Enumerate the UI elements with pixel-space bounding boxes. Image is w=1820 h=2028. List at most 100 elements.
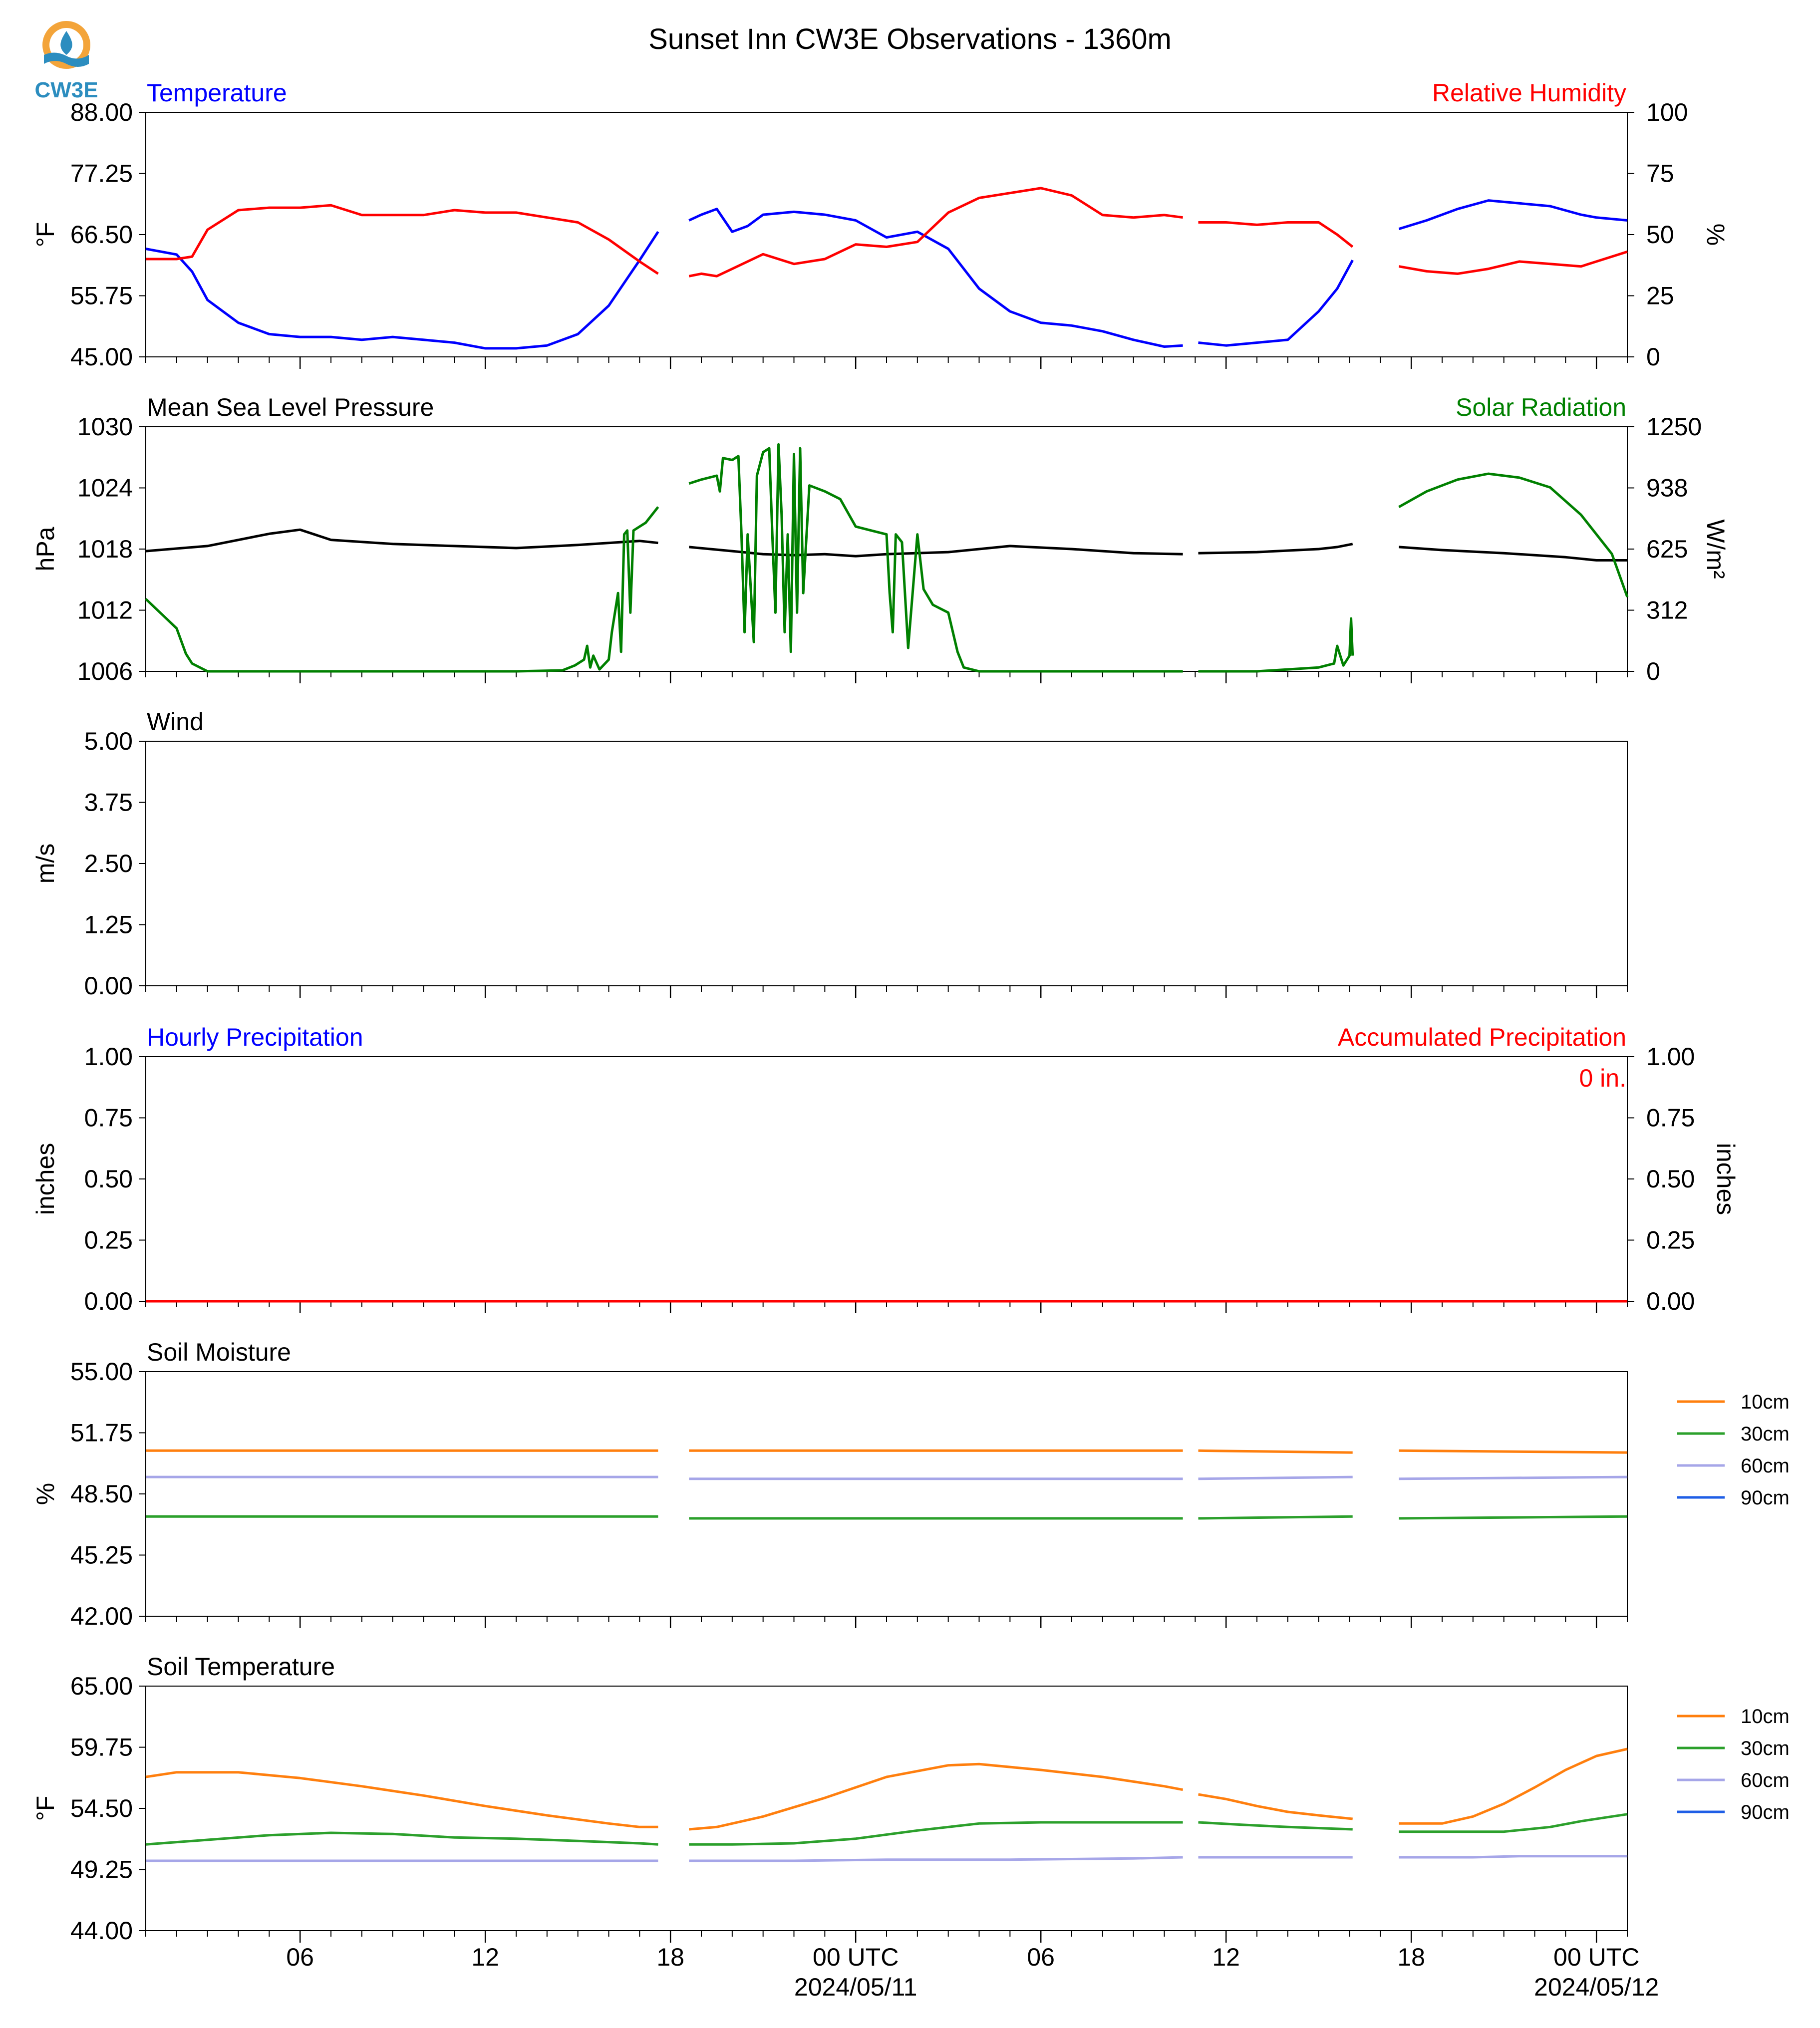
legend-label: 90cm bbox=[1741, 1801, 1790, 1823]
y-tick-label: 0.00 bbox=[84, 972, 133, 1000]
legend-label: 10cm bbox=[1741, 1706, 1790, 1728]
series-line-mean-sea-level-pressure bbox=[1198, 543, 1353, 555]
y-tick-label: 1024 bbox=[77, 474, 133, 502]
x-tick-label: 06 bbox=[1027, 1943, 1055, 1971]
y2-tick-label: 25 bbox=[1646, 282, 1674, 310]
y2-tick-label: 312 bbox=[1646, 596, 1688, 624]
series-line-mean-sea-level-pressure bbox=[1399, 546, 1627, 562]
series-line-mean-sea-level-pressure bbox=[145, 528, 658, 553]
y-tick-label: 59.75 bbox=[70, 1734, 133, 1761]
panel-right-label: Accumulated Precipitation bbox=[1338, 1023, 1626, 1051]
series-line-relative-humidity bbox=[1198, 221, 1354, 248]
y-tick-label: 1.00 bbox=[84, 1043, 133, 1071]
panels: Temperature Relative Humidity 45.00 55.75 66… bbox=[31, 79, 1790, 2001]
y-tick-label: 55.00 bbox=[70, 1358, 133, 1386]
panel-pressure-solar: Mean Sea Level Pressure Solar Radiation 10… bbox=[31, 393, 1730, 685]
y2-axis-label: % bbox=[1702, 224, 1730, 246]
y-tick-label: 55.75 bbox=[70, 282, 133, 310]
series-line-solar-radiation bbox=[1398, 472, 1629, 597]
y-axis-label: inches bbox=[31, 1143, 59, 1215]
series-line-30cm bbox=[1198, 1821, 1353, 1831]
logo-text: CW3E bbox=[34, 78, 98, 102]
series-line-60cm bbox=[1399, 1855, 1627, 1859]
y2-tick-label: 0 bbox=[1646, 343, 1660, 371]
series-line-solar-radiation bbox=[688, 443, 1183, 673]
legend-label: 30cm bbox=[1741, 1423, 1790, 1445]
series-line-30cm bbox=[1399, 1515, 1628, 1520]
y2-tick-label: 1.00 bbox=[1646, 1043, 1695, 1071]
y2-tick-label: 1250 bbox=[1646, 413, 1702, 441]
y-tick-label: 54.50 bbox=[70, 1794, 133, 1822]
chart-title: Sunset Inn CW3E Observations - 1360m bbox=[648, 23, 1172, 55]
panel-right-label: Solar Radiation bbox=[1456, 393, 1626, 421]
legend: 10cm 30cm 60cm 90cm bbox=[1677, 1706, 1790, 1823]
panel-left-label: Soil Moisture bbox=[147, 1338, 291, 1366]
y-tick-label: 2.50 bbox=[84, 850, 133, 877]
y-tick-label: 0.50 bbox=[84, 1165, 133, 1193]
y-tick-label: 65.00 bbox=[70, 1672, 133, 1700]
logo-wave-icon bbox=[44, 52, 89, 67]
y-tick-label: 0.00 bbox=[84, 1287, 133, 1315]
y2-tick-label: 100 bbox=[1646, 98, 1688, 126]
y2-tick-label: 0.25 bbox=[1646, 1226, 1695, 1254]
panel-right-label: Relative Humidity bbox=[1432, 79, 1626, 107]
series-line-60cm bbox=[689, 1856, 1183, 1862]
y-tick-label: 1.25 bbox=[84, 911, 133, 939]
series-line-mean-sea-level-pressure bbox=[689, 545, 1183, 558]
series-line-30cm bbox=[1198, 1515, 1353, 1520]
x-tick-sublabel: 2024/05/11 bbox=[794, 1973, 917, 2001]
series-line-60cm bbox=[1399, 1475, 1628, 1480]
series-line-temperature bbox=[145, 231, 659, 350]
x-tick-sublabel: 2024/05/12 bbox=[1534, 1973, 1659, 2001]
y-axis-label: °F bbox=[31, 222, 59, 248]
y2-tick-label: 0.75 bbox=[1646, 1104, 1695, 1132]
legend: 10cm 30cm 60cm 90cm bbox=[1677, 1391, 1790, 1509]
y2-tick-label: 0.50 bbox=[1646, 1165, 1695, 1193]
y2-tick-label: 0 bbox=[1646, 657, 1660, 685]
y-tick-label: 44.00 bbox=[70, 1917, 133, 1945]
cw3e-logo: CW3E bbox=[34, 21, 98, 102]
y-tick-label: 48.50 bbox=[70, 1480, 133, 1508]
y2-axis-label: W/m² bbox=[1702, 519, 1730, 579]
panel-left-label: Hourly Precipitation bbox=[147, 1023, 363, 1051]
series-line-10cm bbox=[1198, 1449, 1353, 1454]
series-line-temperature bbox=[688, 208, 1183, 348]
accumulated-total-label: 0 in. bbox=[1579, 1064, 1626, 1092]
y-tick-label: 0.25 bbox=[84, 1226, 133, 1254]
panel-left-label: Mean Sea Level Pressure bbox=[147, 393, 434, 421]
panel-wind: Wind 0.00 1.25 2.50 3.75 5.00 m/s bbox=[31, 708, 1628, 1000]
x-tick-label: 18 bbox=[1397, 1943, 1425, 1971]
y-tick-label: 49.25 bbox=[70, 1856, 133, 1884]
panel-left-label: Soil Temperature bbox=[147, 1653, 335, 1681]
y2-tick-label: 75 bbox=[1646, 160, 1674, 188]
y-axis-label: °F bbox=[31, 1796, 59, 1821]
panel-precipitation: Hourly Precipitation Accumulated Precipit… bbox=[31, 1023, 1740, 1315]
x-tick-label: 06 bbox=[286, 1943, 314, 1971]
y-tick-label: 3.75 bbox=[84, 789, 133, 817]
y-axis-label: m/s bbox=[31, 844, 59, 884]
logo-drop-icon bbox=[60, 31, 72, 55]
y-axis-label: hPa bbox=[31, 527, 59, 571]
series-line-solar-radiation bbox=[1198, 617, 1354, 673]
series-line-relative-humidity bbox=[146, 204, 659, 275]
y-tick-label: 1030 bbox=[77, 413, 133, 441]
series-line-temperature bbox=[1198, 260, 1354, 347]
panel-soil-temperature: Soil Temperature 44.00 49.25 54.50 59.75 65.0… bbox=[31, 1653, 1790, 2001]
legend-label: 60cm bbox=[1741, 1769, 1790, 1791]
y-tick-label: 1018 bbox=[77, 535, 133, 563]
legend-label: 90cm bbox=[1741, 1487, 1790, 1509]
y-tick-label: 77.25 bbox=[70, 160, 133, 188]
x-tick-label: 18 bbox=[656, 1943, 684, 1971]
series-line-solar-radiation bbox=[145, 506, 659, 673]
series-line-10cm bbox=[1399, 1747, 1628, 1825]
y-tick-label: 5.00 bbox=[84, 727, 133, 755]
series-line-relative-humidity bbox=[688, 187, 1183, 278]
y-tick-label: 0.75 bbox=[84, 1104, 133, 1132]
series-line-10cm bbox=[1198, 1793, 1353, 1820]
y2-tick-label: 625 bbox=[1646, 535, 1688, 563]
x-tick-label: 00 UTC bbox=[813, 1943, 899, 1971]
y2-tick-label: 938 bbox=[1646, 474, 1688, 502]
y-tick-label: 45.00 bbox=[70, 343, 133, 371]
y-tick-label: 45.25 bbox=[70, 1541, 133, 1569]
